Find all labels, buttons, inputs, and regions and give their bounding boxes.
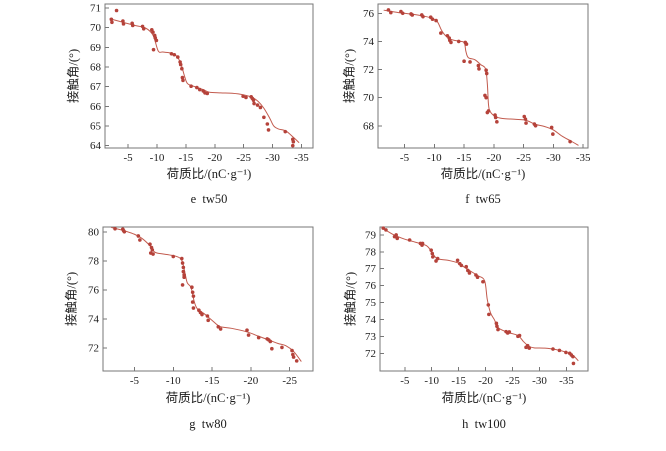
svg-text:72: 72 bbox=[88, 342, 99, 354]
svg-text:72: 72 bbox=[365, 348, 376, 360]
svg-text:-25: -25 bbox=[516, 152, 531, 164]
svg-text:-10: -10 bbox=[166, 375, 181, 387]
svg-text:-5: -5 bbox=[400, 375, 410, 387]
svg-text:70: 70 bbox=[90, 22, 102, 34]
svg-text:74: 74 bbox=[363, 36, 375, 48]
svg-text:-15: -15 bbox=[179, 152, 194, 164]
svg-text:75: 75 bbox=[365, 297, 377, 309]
svg-text:77: 77 bbox=[365, 263, 377, 275]
svg-text:72: 72 bbox=[363, 64, 374, 76]
svg-text:67: 67 bbox=[90, 81, 102, 93]
x-axis-label: 荷质比/(nC·g⁻¹) bbox=[441, 391, 527, 405]
svg-text:76: 76 bbox=[363, 8, 375, 20]
svg-text:68: 68 bbox=[363, 120, 375, 132]
svg-text:79: 79 bbox=[365, 229, 377, 241]
svg-text:-15: -15 bbox=[457, 152, 472, 164]
svg-text:64: 64 bbox=[90, 140, 102, 152]
subplot-caption: f tw65 bbox=[465, 192, 501, 206]
svg-text:78: 78 bbox=[365, 246, 377, 258]
plot-area-f: 68 70 72 74 76 -5 -10 -15 -20 -25 -30 -35 bbox=[363, 3, 591, 164]
svg-text:-35: -35 bbox=[294, 152, 309, 164]
svg-text:-25: -25 bbox=[282, 375, 297, 387]
svg-text:-30: -30 bbox=[532, 375, 547, 387]
svg-text:68: 68 bbox=[90, 61, 102, 73]
plot-area-h: 72 73 74 75 76 77 78 79 -5 -10 -15 -20 -25 -30 -35 bbox=[365, 226, 589, 387]
svg-text:-5: -5 bbox=[400, 152, 410, 164]
svg-text:-10: -10 bbox=[427, 152, 442, 164]
svg-text:73: 73 bbox=[365, 331, 377, 343]
svg-text:-15: -15 bbox=[451, 375, 466, 387]
svg-text:-25: -25 bbox=[236, 152, 251, 164]
svg-text:-35: -35 bbox=[576, 152, 591, 164]
y-axis-label: 接触角/(°) bbox=[64, 271, 79, 327]
subplot-caption: g tw80 bbox=[189, 417, 227, 431]
x-axis-label: 荷质比/(nC·g⁻¹) bbox=[166, 167, 252, 181]
x-axis-label: 荷质比/(nC·g⁻¹) bbox=[165, 391, 251, 405]
svg-text:-5: -5 bbox=[124, 152, 134, 164]
svg-text:-30: -30 bbox=[265, 152, 280, 164]
svg-text:-15: -15 bbox=[205, 375, 220, 387]
svg-text:70: 70 bbox=[363, 92, 375, 104]
svg-text:74: 74 bbox=[88, 313, 100, 325]
subplot-caption: h tw100 bbox=[462, 417, 506, 431]
x-axis-label: 荷质比/(nC·g⁻¹) bbox=[440, 167, 526, 181]
svg-text:-20: -20 bbox=[207, 152, 222, 164]
y-axis-label: 接触角/(°) bbox=[343, 271, 358, 327]
svg-text:-20: -20 bbox=[487, 152, 502, 164]
svg-text:71: 71 bbox=[90, 2, 101, 14]
svg-text:-30: -30 bbox=[546, 152, 561, 164]
svg-text:80: 80 bbox=[88, 227, 100, 239]
svg-text:-35: -35 bbox=[559, 375, 574, 387]
svg-text:78: 78 bbox=[88, 256, 100, 268]
y-axis-label: 接触角/(°) bbox=[66, 48, 81, 104]
svg-text:-10: -10 bbox=[150, 152, 165, 164]
plot-area-g: 72 74 76 78 80 -5 -10 -15 -20 -25 bbox=[88, 226, 314, 387]
svg-text:76: 76 bbox=[365, 280, 377, 292]
svg-text:65: 65 bbox=[90, 120, 102, 132]
svg-text:-20: -20 bbox=[244, 375, 259, 387]
y-axis-label: 接触角/(°) bbox=[342, 48, 357, 104]
svg-text:-25: -25 bbox=[505, 375, 520, 387]
svg-text:66: 66 bbox=[90, 101, 102, 113]
svg-text:-10: -10 bbox=[424, 375, 439, 387]
plot-area-e: 64 65 66 67 68 69 70 71 -5 -10 -15 -20 -25 -30 -35 bbox=[90, 2, 314, 164]
svg-text:-20: -20 bbox=[478, 375, 493, 387]
svg-text:-5: -5 bbox=[130, 375, 140, 387]
subplot-caption: e tw50 bbox=[190, 192, 228, 206]
svg-text:69: 69 bbox=[90, 42, 102, 54]
svg-text:76: 76 bbox=[88, 284, 100, 296]
svg-text:74: 74 bbox=[365, 314, 377, 326]
